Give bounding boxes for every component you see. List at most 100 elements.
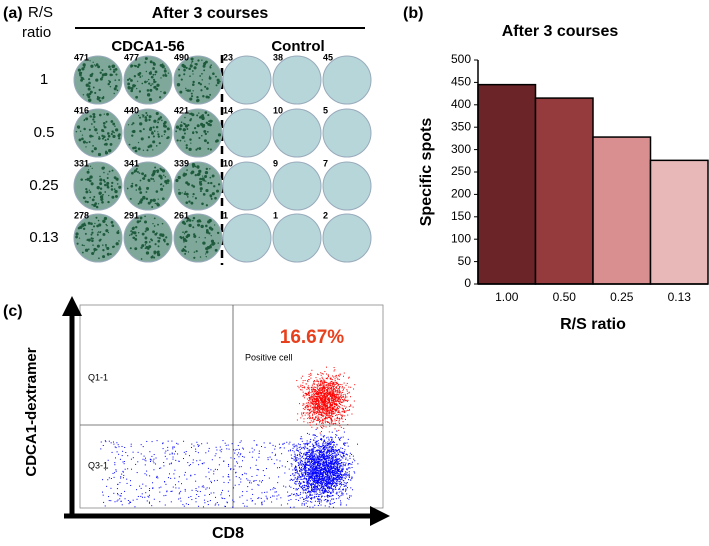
event xyxy=(328,489,330,491)
event xyxy=(326,471,328,473)
event xyxy=(339,418,341,420)
event xyxy=(336,477,338,479)
event xyxy=(335,390,337,392)
event xyxy=(333,469,335,471)
event xyxy=(342,489,344,491)
event xyxy=(331,483,333,485)
spot xyxy=(152,78,156,81)
spot xyxy=(139,220,142,223)
event xyxy=(309,405,311,407)
event xyxy=(284,472,286,474)
event xyxy=(346,468,348,470)
spot xyxy=(107,186,110,189)
event xyxy=(315,478,317,480)
event xyxy=(327,485,329,487)
event xyxy=(336,443,338,445)
event xyxy=(316,399,318,401)
event xyxy=(301,469,303,471)
event xyxy=(336,430,338,432)
spot xyxy=(103,180,106,183)
event xyxy=(338,409,340,411)
event xyxy=(320,399,322,401)
event xyxy=(346,382,348,384)
event xyxy=(333,485,335,487)
event xyxy=(336,474,338,476)
event xyxy=(306,452,308,454)
event xyxy=(333,485,335,487)
spot xyxy=(113,68,115,71)
event xyxy=(296,477,298,479)
event xyxy=(238,452,240,454)
event xyxy=(313,487,315,489)
event xyxy=(313,403,315,405)
event xyxy=(308,472,310,474)
event xyxy=(322,411,324,413)
event xyxy=(316,406,318,408)
event xyxy=(305,464,307,466)
event xyxy=(298,495,300,497)
spot xyxy=(116,89,119,92)
event xyxy=(350,404,352,406)
spot xyxy=(179,127,181,130)
spot xyxy=(138,114,140,117)
event xyxy=(347,438,349,440)
event xyxy=(305,469,307,471)
event xyxy=(324,452,326,454)
event xyxy=(345,399,347,401)
event xyxy=(329,416,331,418)
event xyxy=(322,462,324,464)
event xyxy=(300,472,302,474)
event xyxy=(306,464,308,466)
spot xyxy=(209,194,213,197)
event xyxy=(331,388,333,390)
event xyxy=(332,383,334,385)
event xyxy=(342,494,344,496)
event xyxy=(312,472,314,474)
event xyxy=(325,396,327,398)
event xyxy=(309,412,311,414)
spot xyxy=(134,84,137,87)
event xyxy=(247,486,249,488)
spot xyxy=(189,97,193,101)
event xyxy=(315,442,317,444)
event xyxy=(311,403,313,405)
event xyxy=(334,399,336,401)
spot xyxy=(184,245,187,248)
event xyxy=(321,398,323,400)
event xyxy=(246,490,248,492)
event xyxy=(301,474,303,476)
event xyxy=(303,454,305,456)
event xyxy=(327,462,329,464)
event xyxy=(330,460,332,462)
spot xyxy=(113,188,116,190)
event xyxy=(344,415,346,417)
event xyxy=(306,477,308,479)
spot xyxy=(185,220,188,223)
event xyxy=(299,455,301,457)
event xyxy=(224,442,226,444)
event xyxy=(329,446,331,448)
event xyxy=(317,400,319,402)
event xyxy=(303,504,305,506)
event xyxy=(353,388,355,390)
event xyxy=(327,395,329,397)
event xyxy=(308,416,310,418)
event xyxy=(329,388,331,390)
spot xyxy=(160,183,163,186)
event xyxy=(348,479,350,481)
event xyxy=(327,464,329,466)
event xyxy=(337,412,339,414)
event xyxy=(357,463,359,465)
event xyxy=(338,429,340,431)
event xyxy=(351,463,353,465)
spot xyxy=(91,203,94,206)
event xyxy=(319,421,321,423)
event xyxy=(305,464,307,466)
event xyxy=(325,405,327,407)
event xyxy=(322,383,324,385)
event xyxy=(274,491,276,493)
event xyxy=(322,463,324,465)
well xyxy=(123,161,173,211)
event xyxy=(330,381,332,383)
event xyxy=(309,424,311,426)
